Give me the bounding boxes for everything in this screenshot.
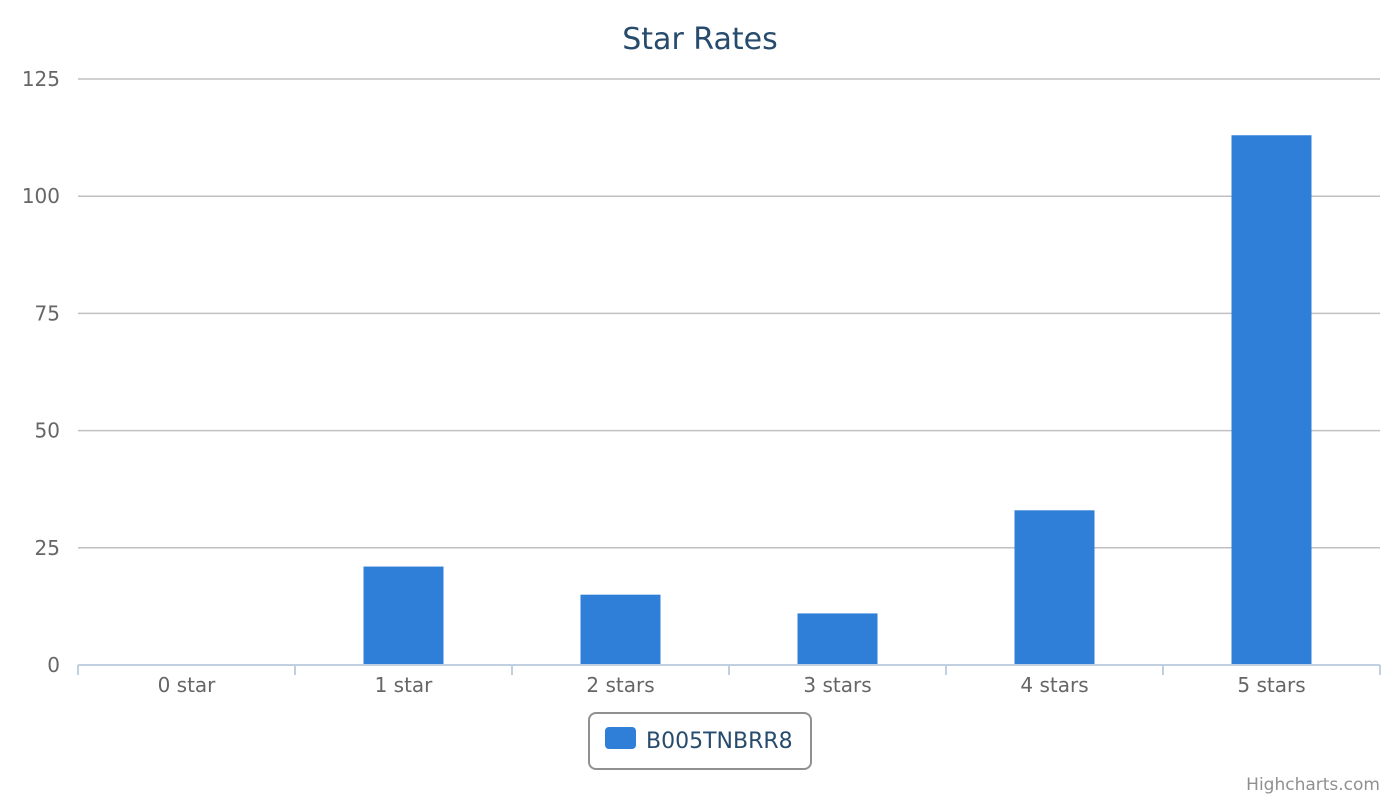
x-tick-label: 0 star bbox=[158, 673, 217, 697]
y-tick-label: 75 bbox=[35, 301, 60, 325]
bar-3-stars[interactable] bbox=[797, 613, 878, 665]
grid-lines bbox=[78, 78, 1380, 549]
x-tick-label: 3 stars bbox=[803, 673, 871, 697]
bar-2-stars[interactable] bbox=[580, 594, 661, 665]
credits-link[interactable]: Highcharts.com bbox=[1246, 775, 1380, 795]
legend-swatch bbox=[605, 727, 636, 749]
x-tick-label: 2 stars bbox=[586, 673, 654, 697]
x-axis-labels: 0 star 1 star 2 stars 3 stars 4 stars 5 stars bbox=[158, 673, 1306, 697]
legend-label[interactable]: B005TNBRR8 bbox=[646, 729, 793, 754]
x-tick-label: 4 stars bbox=[1020, 673, 1088, 697]
x-axis bbox=[77, 664, 1381, 675]
legend-box bbox=[588, 712, 812, 770]
legend[interactable]: B005TNBRR8 bbox=[588, 712, 812, 770]
x-tick-label: 5 stars bbox=[1237, 673, 1305, 697]
bars[interactable] bbox=[363, 135, 1312, 666]
y-tick-label: 25 bbox=[35, 536, 60, 560]
bar-5-stars[interactable] bbox=[1231, 135, 1312, 666]
chart-title: Star Rates bbox=[622, 22, 777, 57]
bar-1-star[interactable] bbox=[363, 566, 444, 665]
y-axis-labels: 0 25 50 75 100 125 bbox=[22, 67, 60, 677]
y-tick-label: 50 bbox=[35, 419, 60, 443]
bar-4-stars[interactable] bbox=[1014, 510, 1095, 665]
y-tick-label: 125 bbox=[22, 67, 60, 91]
x-tick-label: 1 star bbox=[375, 673, 434, 697]
y-tick-label: 0 bbox=[47, 653, 60, 677]
y-tick-label: 100 bbox=[22, 184, 60, 208]
